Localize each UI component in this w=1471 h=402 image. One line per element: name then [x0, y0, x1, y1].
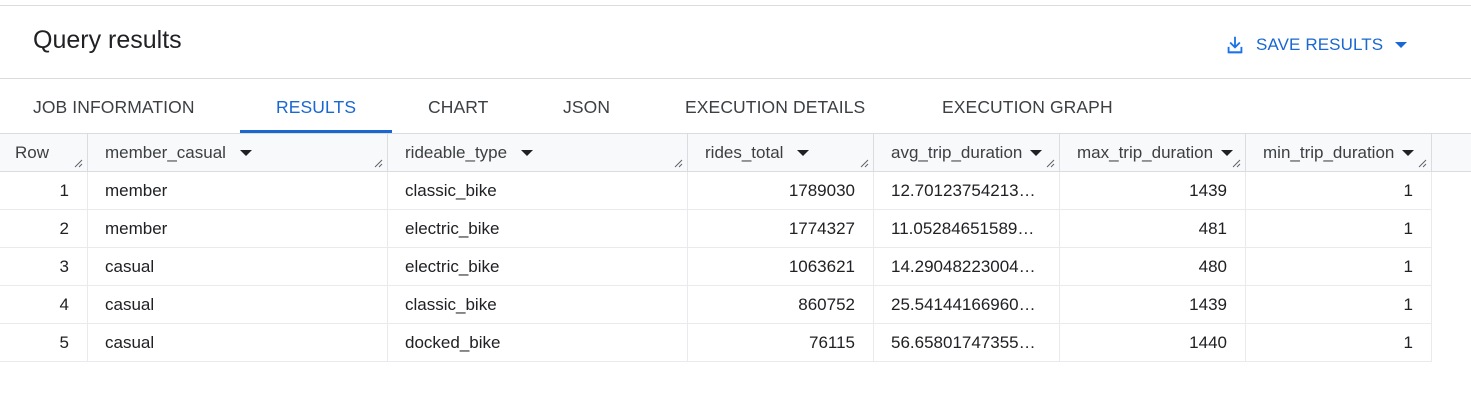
sort-menu-icon[interactable]	[239, 150, 252, 156]
member-casual-cell: casual	[88, 248, 388, 285]
row-number-cell: 3	[0, 248, 88, 285]
rides-total-cell: 1774327	[688, 210, 874, 247]
tab-job-information[interactable]: JOB INFORMATION	[33, 96, 195, 117]
max-trip-duration-cell: 481	[1060, 210, 1246, 247]
tab-execution-graph[interactable]: EXECUTION GRAPH	[942, 96, 1113, 117]
min-trip-duration-cell: 1	[1246, 286, 1432, 323]
avg-trip-duration-cell: 14.29048223004…	[874, 248, 1060, 285]
row-number-cell: 4	[0, 286, 88, 323]
column-header-row[interactable]: Row	[0, 134, 88, 172]
row-number-cell: 2	[0, 210, 88, 247]
resize-handle-icon[interactable]	[859, 158, 869, 168]
save-results-button[interactable]: SAVE RESULTS	[1224, 30, 1408, 60]
table-row: 4 casual classic_bike 860752 25.54144166…	[0, 286, 1432, 324]
table-row: 5 casual docked_bike 76115 56.6580174735…	[0, 324, 1432, 362]
rides-total-cell: 76115	[688, 324, 874, 361]
max-trip-duration-cell: 1439	[1060, 286, 1246, 323]
download-icon	[1227, 36, 1243, 54]
avg-trip-duration-cell: 25.54144166960…	[874, 286, 1060, 323]
min-trip-duration-cell: 1	[1246, 172, 1432, 209]
member-casual-cell: casual	[88, 286, 388, 323]
row-number-cell: 1	[0, 172, 88, 209]
resize-handle-icon[interactable]	[1417, 158, 1427, 168]
rideable-type-cell: docked_bike	[388, 324, 688, 361]
top-divider	[0, 5, 1471, 6]
resize-handle-icon[interactable]	[673, 158, 683, 168]
rideable-type-cell: classic_bike	[388, 172, 688, 209]
column-header-member-casual[interactable]: member_casual	[88, 134, 388, 172]
table-header-row: Row member_casual rideable_type rides_to…	[0, 134, 1471, 172]
member-casual-cell: member	[88, 172, 388, 209]
sort-menu-icon[interactable]	[1402, 150, 1415, 156]
chevron-down-icon[interactable]	[1395, 42, 1408, 48]
save-results-label: SAVE RESULTS	[1256, 35, 1384, 54]
resize-handle-icon[interactable]	[1045, 158, 1055, 168]
avg-trip-duration-cell: 12.70123754213…	[874, 172, 1060, 209]
sort-menu-icon[interactable]	[1030, 150, 1043, 156]
column-header-min-trip-duration[interactable]: min_trip_duration	[1246, 134, 1432, 172]
table-row: 1 member classic_bike 1789030 12.7012375…	[0, 172, 1432, 210]
sort-menu-icon[interactable]	[1221, 150, 1234, 156]
avg-trip-duration-cell: 56.65801747355…	[874, 324, 1060, 361]
tab-execution-details[interactable]: EXECUTION DETAILS	[685, 96, 866, 117]
column-header-rides-total[interactable]: rides_total	[688, 134, 874, 172]
column-header-avg-trip-duration[interactable]: avg_trip_duration	[874, 134, 1060, 172]
rides-total-cell: 1063621	[688, 248, 874, 285]
min-trip-duration-cell: 1	[1246, 324, 1432, 361]
member-casual-cell: casual	[88, 324, 388, 361]
resize-handle-icon[interactable]	[1231, 158, 1241, 168]
min-trip-duration-cell: 1	[1246, 248, 1432, 285]
max-trip-duration-cell: 1440	[1060, 324, 1246, 361]
resize-handle-icon[interactable]	[73, 158, 83, 168]
sort-menu-icon[interactable]	[797, 150, 810, 156]
results-header: Query results SAVE RESULTS	[0, 6, 1471, 79]
column-header-max-trip-duration[interactable]: max_trip_duration	[1060, 134, 1246, 172]
max-trip-duration-cell: 480	[1060, 248, 1246, 285]
tab-json[interactable]: JSON	[563, 96, 611, 117]
column-header-rideable-type[interactable]: rideable_type	[388, 134, 688, 172]
max-trip-duration-cell: 1439	[1060, 172, 1246, 209]
active-tab-indicator	[240, 130, 392, 133]
rides-total-cell: 1789030	[688, 172, 874, 209]
tab-chart[interactable]: CHART	[428, 96, 489, 117]
avg-trip-duration-cell: 11.05284651589…	[874, 210, 1060, 247]
rides-total-cell: 860752	[688, 286, 874, 323]
rideable-type-cell: electric_bike	[388, 210, 688, 247]
sort-menu-icon[interactable]	[521, 150, 534, 156]
table-row: 2 member electric_bike 1774327 11.052846…	[0, 210, 1432, 248]
rideable-type-cell: classic_bike	[388, 286, 688, 323]
min-trip-duration-cell: 1	[1246, 210, 1432, 247]
page-title: Query results	[33, 26, 182, 54]
tab-results[interactable]: RESULTS	[276, 96, 357, 117]
rideable-type-cell: electric_bike	[388, 248, 688, 285]
row-number-cell: 5	[0, 324, 88, 361]
resize-handle-icon[interactable]	[373, 158, 383, 168]
table-row: 3 casual electric_bike 1063621 14.290482…	[0, 248, 1432, 286]
results-tabs: JOB INFORMATION RESULTS CHART JSON EXECU…	[0, 80, 1471, 134]
member-casual-cell: member	[88, 210, 388, 247]
